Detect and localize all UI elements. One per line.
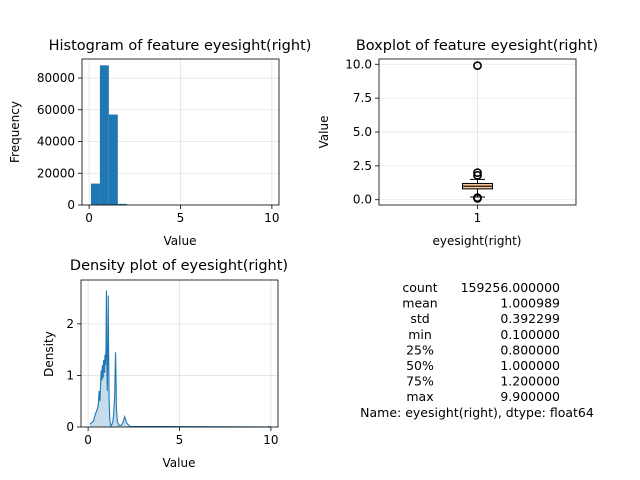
histogram-ticks: 0 5 10 0 20000 40000 60000 80000 bbox=[37, 71, 280, 225]
stats-value: 159256.000000 bbox=[461, 280, 560, 295]
boxplot-grid bbox=[379, 59, 576, 205]
density-ticks: 0 5 10 0 1 2 bbox=[66, 317, 278, 447]
density-ytick-label: 0 bbox=[66, 420, 74, 434]
stats-value: 9.900000 bbox=[500, 389, 560, 404]
density-xtick-label: 5 bbox=[176, 433, 184, 447]
stats-panel: count 159256.000000 mean 1.000989 std 0.39229… bbox=[360, 280, 594, 420]
histogram-ytick-label: 60000 bbox=[37, 103, 75, 117]
stats-label: 25% bbox=[406, 342, 434, 357]
stats-label: mean bbox=[402, 296, 437, 311]
stats-label: max bbox=[406, 389, 433, 404]
density-curve bbox=[89, 290, 272, 428]
density-xtick-label: 0 bbox=[84, 433, 92, 447]
boxplot-ytick-label: 2.5 bbox=[353, 159, 372, 173]
histogram-panel: Histogram of feature eyesight(right) 0 5 1… bbox=[8, 38, 311, 248]
boxplot-body bbox=[462, 61, 493, 203]
histogram-bar bbox=[117, 203, 127, 205]
histogram-ytick-label: 0 bbox=[67, 198, 75, 212]
density-area bbox=[89, 290, 271, 427]
histogram-ytick-label: 80000 bbox=[37, 71, 75, 85]
density-panel: Density plot of eyesight(right) 0 5 10012 … bbox=[42, 258, 288, 470]
boxplot-ytick-label: 10.0 bbox=[345, 57, 372, 71]
boxplot-xtick-label: 1 bbox=[474, 211, 482, 225]
histogram-ytick-label: 20000 bbox=[37, 166, 75, 180]
density-ylabel: Density bbox=[42, 331, 56, 377]
stats-footer: Name: eyesight(right), dtype: float64 bbox=[360, 405, 594, 420]
stats-label: std bbox=[410, 311, 429, 326]
density-ytick-label: 1 bbox=[66, 368, 74, 382]
stats-label: 50% bbox=[406, 358, 434, 373]
histogram-bar bbox=[99, 65, 109, 205]
boxplot-panel: Boxplot of feature eyesight(right) 0.0 2.… bbox=[317, 38, 598, 248]
density-grid bbox=[81, 280, 278, 428]
boxplot-outlier bbox=[473, 61, 482, 71]
boxplot-ytick-label: 0.0 bbox=[353, 193, 372, 207]
density-xlabel: Value bbox=[163, 456, 196, 470]
stats-value: 0.800000 bbox=[500, 342, 560, 357]
histogram-bar bbox=[90, 183, 100, 205]
density-line bbox=[89, 290, 272, 428]
histogram-bar bbox=[108, 114, 118, 205]
stats-label: min bbox=[408, 327, 432, 342]
stats-label: 75% bbox=[406, 374, 434, 389]
stats-value: 0.100000 bbox=[500, 327, 560, 342]
boxplot-ticks: 0.0 2.5 5.0 7.5 10.0 1 bbox=[345, 57, 481, 225]
histogram-xlabel: Value bbox=[164, 234, 197, 248]
boxplot-ylabel: Value bbox=[317, 116, 331, 149]
density-ytick-label: 2 bbox=[66, 317, 74, 331]
stats-label: count bbox=[402, 280, 437, 295]
histogram-ytick-label: 40000 bbox=[37, 135, 75, 149]
histogram-title: Histogram of feature eyesight(right) bbox=[49, 38, 312, 54]
boxplot-title: Boxplot of feature eyesight(right) bbox=[356, 38, 598, 54]
histogram-xtick-label: 10 bbox=[264, 211, 279, 225]
density-title: Density plot of eyesight(right) bbox=[70, 258, 288, 274]
histogram-xtick-label: 5 bbox=[177, 211, 185, 225]
histogram-ylabel: Frequency bbox=[8, 101, 22, 163]
density-xtick-label: 10 bbox=[263, 433, 278, 447]
boxplot-outlier bbox=[473, 170, 482, 180]
boxplot-xlabel: eyesight(right) bbox=[433, 234, 522, 248]
histogram-xtick-label: 0 bbox=[85, 211, 93, 225]
stats-value: 1.200000 bbox=[500, 374, 560, 389]
boxplot-outlier bbox=[473, 193, 482, 203]
stats-value: 0.392299 bbox=[500, 311, 560, 326]
stats-value: 1.000989 bbox=[500, 296, 560, 311]
stats-value: 1.000000 bbox=[500, 358, 560, 373]
boxplot-ytick-label: 7.5 bbox=[353, 91, 372, 105]
boxplot-ytick-label: 5.0 bbox=[353, 125, 372, 139]
boxplot-outlier bbox=[473, 168, 482, 178]
